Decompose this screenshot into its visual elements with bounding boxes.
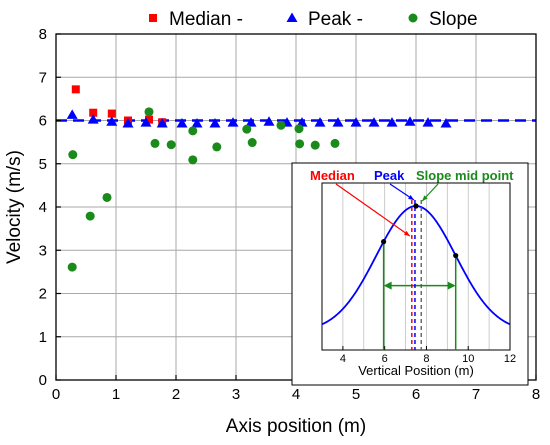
data-point-square [71, 85, 80, 94]
legend-marker-circle [408, 13, 418, 23]
data-point-triangle [191, 118, 203, 128]
data-point-circle [188, 155, 198, 165]
x-tick-label: 3 [232, 386, 240, 403]
y-tick-label: 5 [39, 156, 47, 173]
data-point-triangle [140, 117, 152, 127]
data-point-circle [247, 138, 257, 148]
data-point-triangle [263, 116, 275, 126]
data-point-triangle [404, 116, 416, 126]
data-point-triangle [368, 117, 380, 127]
x-tick-label: 2 [172, 386, 180, 403]
data-point-circle [188, 126, 198, 136]
data-point-circle [166, 140, 176, 150]
y-tick-label: 1 [39, 329, 47, 346]
y-tick-label: 7 [39, 69, 47, 86]
data-point-circle [144, 107, 154, 117]
inset-arrow-slope-head [422, 195, 428, 201]
y-axis-label: Velocity (m/s) [4, 150, 25, 264]
data-point-circle [294, 124, 304, 134]
legend-marker-triangle [286, 12, 298, 22]
data-point-triangle [156, 118, 168, 128]
data-point-circle [85, 211, 95, 221]
y-tick-label: 8 [39, 26, 47, 43]
data-point-triangle [422, 117, 434, 127]
data-point-triangle [245, 117, 257, 127]
data-points [66, 85, 452, 272]
data-point-circle [67, 262, 77, 272]
inset-peak-dot [413, 203, 419, 209]
x-tick-label: 8 [532, 386, 540, 403]
data-point-triangle [66, 109, 78, 119]
legend: Median - Peak - Slope [149, 9, 478, 30]
inset-arrow-median-head [403, 230, 410, 236]
data-point-triangle [87, 114, 99, 124]
data-point-triangle [350, 117, 362, 127]
x-tick-label: 1 [112, 386, 120, 403]
y-tick-label: 0 [39, 372, 47, 389]
data-point-square [89, 108, 98, 117]
data-point-square [145, 115, 153, 124]
x-axis-label: Axis position (m) [226, 416, 366, 437]
data-point-triangle [332, 117, 344, 127]
x-tick-label: 5 [352, 386, 360, 403]
y-tick-label: 4 [39, 199, 47, 216]
data-point-square [107, 109, 116, 118]
inset-arrowhead-right [447, 281, 456, 290]
inset-arrowhead-left [383, 281, 392, 290]
inset-background [291, 162, 529, 386]
data-point-circle [102, 192, 112, 202]
inset-tick-label: 6 [382, 353, 388, 365]
data-point-circle [150, 138, 160, 148]
data-point-circle [295, 139, 305, 149]
inset-chart: 4 6 8 10 12 Vertical Position (m) Median Peak Sl… [291, 162, 529, 386]
inset-annotation-peak: Peak [374, 168, 405, 183]
x-tick-label: 7 [472, 386, 480, 403]
data-point-triangle [440, 118, 452, 128]
inset-annotation-slope: Slope mid point [416, 168, 514, 183]
inset-half-dot [381, 239, 387, 245]
data-point-circle [276, 120, 286, 130]
y-tick-label: 3 [39, 242, 47, 259]
inset-frame [321, 182, 511, 351]
data-point-triangle [122, 118, 134, 128]
inset-x-axis-label: Vertical Position (m) [358, 363, 474, 378]
data-point-triangle [176, 118, 188, 128]
data-point-triangle [209, 118, 221, 128]
y-tick-label: 6 [39, 113, 47, 130]
data-point-circle [212, 142, 222, 152]
inset-tick-label: 10 [462, 353, 474, 365]
inset-tick-label: 12 [504, 353, 516, 365]
inset-annotation-median: Median [310, 168, 355, 183]
x-tick-label: 4 [292, 386, 300, 403]
data-point-triangle [314, 117, 326, 127]
legend-label: Peak - [308, 9, 363, 30]
data-point-circle [242, 124, 252, 134]
legend-label: Slope [429, 9, 478, 30]
data-point-triangle [106, 116, 118, 126]
x-tick-label: 0 [52, 386, 60, 403]
x-tick-label: 6 [412, 386, 420, 403]
inset-half-dot [453, 252, 459, 259]
inset-arrow-peak-head [408, 194, 414, 200]
data-point-triangle [227, 117, 239, 127]
y-tick-label: 2 [39, 286, 47, 303]
data-point-triangle [386, 117, 398, 127]
data-point-circle [68, 150, 78, 160]
data-point-circle [310, 140, 320, 150]
data-point-circle [330, 138, 340, 148]
legend-marker-square [149, 14, 157, 22]
inset-tick-label: 4 [340, 353, 346, 365]
inset-arrow-median [335, 183, 411, 237]
legend-label: Median - [169, 9, 243, 30]
inset-tick-label: 8 [423, 353, 429, 365]
